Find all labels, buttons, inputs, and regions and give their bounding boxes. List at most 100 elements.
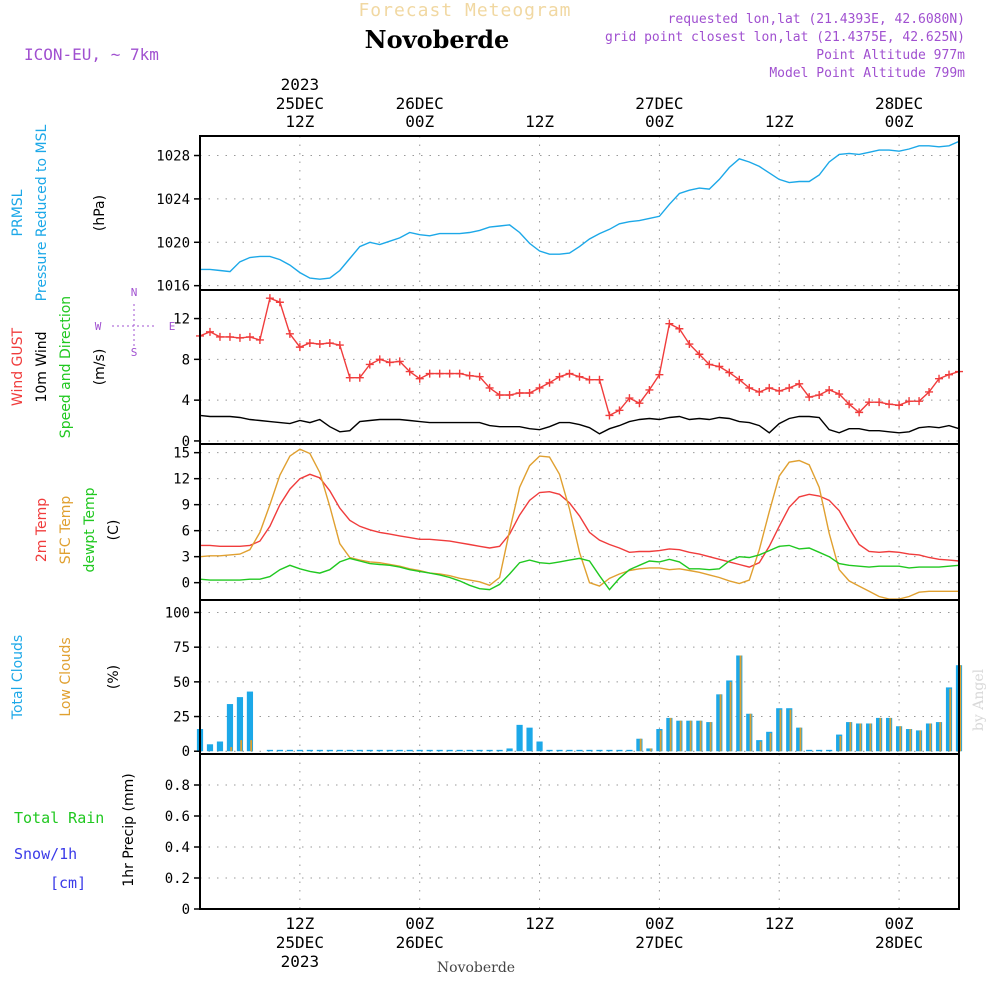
y-tick-label: 75: [173, 640, 190, 656]
bar: [826, 749, 833, 752]
signature: by Angel: [971, 668, 987, 731]
info-requested-lonlat: requested lon,lat (21.4393E, 42.6080N): [668, 12, 965, 27]
gust-marker: [675, 324, 684, 333]
time-label-top: 2023: [281, 75, 320, 94]
y-tick-label: 1016: [156, 279, 190, 295]
bar: [586, 749, 593, 752]
bar: [846, 722, 853, 752]
bar: [915, 730, 923, 752]
y-tick-label: 9: [182, 498, 190, 514]
gust-marker: [365, 360, 374, 369]
bar: [596, 749, 603, 752]
time-label-top: 00Z: [405, 112, 434, 131]
panel-label: PRMSL: [10, 189, 26, 236]
gust-marker: [245, 332, 254, 341]
time-label-top: 26DEC: [396, 94, 444, 113]
bar: [250, 740, 253, 752]
bar: [939, 722, 942, 752]
bar: [836, 734, 843, 752]
gust-marker: [795, 379, 804, 388]
gust-marker: [815, 391, 824, 400]
bar: [576, 749, 583, 752]
gust-marker: [895, 401, 904, 410]
bar: [879, 717, 882, 752]
bar: [506, 748, 513, 752]
bar: [869, 723, 872, 752]
gust-marker: [215, 332, 224, 341]
time-label-bottom: 12Z: [525, 914, 554, 933]
bar: [556, 749, 563, 752]
gust-marker: [665, 319, 674, 328]
time-label-bottom: 25DEC: [276, 933, 324, 952]
gust-marker: [635, 399, 644, 408]
bar: [696, 720, 703, 752]
bar: [709, 722, 712, 752]
bar: [786, 708, 793, 752]
y-tick-label: 12: [173, 472, 190, 488]
time-label-bottom: 12Z: [765, 914, 794, 933]
faint-title: Forecast Meteogram: [358, 0, 571, 21]
series-line: [199, 544, 960, 591]
y-tick-label: 0: [182, 576, 190, 592]
time-label-bottom: 2023: [281, 952, 320, 971]
y-tick-label: 3: [182, 550, 190, 566]
time-label-bottom: 27DEC: [635, 933, 683, 952]
bar: [659, 730, 662, 752]
bar: [925, 723, 933, 752]
panel-label: Total Rain: [14, 809, 104, 827]
gust-marker: [945, 370, 954, 379]
gust-marker: [385, 358, 394, 367]
gust-marker: [255, 335, 264, 344]
series-line: [200, 140, 960, 280]
bar: [240, 740, 243, 752]
gust-marker: [925, 387, 934, 396]
bar: [909, 729, 912, 752]
y-tick-label: 1028: [156, 149, 190, 165]
bar: [839, 735, 842, 752]
y-tick-label: 100: [165, 605, 190, 621]
panel-label: 10m Wind: [34, 331, 50, 402]
bar: [689, 720, 692, 752]
bar: [776, 708, 783, 752]
y-tick-label: 0.4: [165, 840, 190, 856]
bar: [536, 741, 543, 752]
bar: [739, 655, 742, 752]
panel-label: dewpt Temp: [82, 487, 98, 572]
bar: [296, 749, 303, 752]
gust-marker: [695, 350, 704, 359]
bar: [626, 749, 633, 752]
gust-marker: [315, 340, 324, 349]
panel-label: (%): [106, 665, 122, 689]
info-point-altitude: Point Altitude 977m: [816, 48, 965, 63]
data-layer: [196, 140, 963, 752]
bar: [230, 747, 233, 752]
y-tick-label: 0.6: [165, 809, 190, 825]
time-label-bottom: 00Z: [885, 914, 914, 933]
panel-label: (hPa): [92, 195, 108, 231]
footer-location: Novoberde: [437, 960, 515, 976]
bar: [406, 749, 413, 752]
gust-marker: [345, 373, 354, 382]
bar: [935, 722, 943, 752]
gust-marker: [765, 383, 774, 392]
bar: [679, 720, 682, 752]
y-tick-label: 8: [182, 352, 190, 368]
bar: [446, 749, 453, 752]
bar: [885, 717, 893, 752]
time-label-top: 00Z: [645, 112, 674, 131]
y-tick-label: 4: [182, 393, 190, 409]
panel-label: 2m Temp: [34, 498, 50, 562]
bar: [899, 726, 902, 752]
compass-label: N: [131, 286, 138, 299]
bar: [796, 727, 803, 752]
bar: [306, 749, 313, 752]
time-label-top: 12Z: [765, 112, 794, 131]
gust-marker: [725, 368, 734, 377]
gust-marker: [205, 327, 214, 336]
gust-marker: [235, 333, 244, 342]
compass-label: W: [95, 320, 102, 333]
bar: [895, 726, 903, 752]
time-label-bottom: 00Z: [645, 914, 674, 933]
panel-label: 1hr Precip (mm): [121, 773, 137, 886]
